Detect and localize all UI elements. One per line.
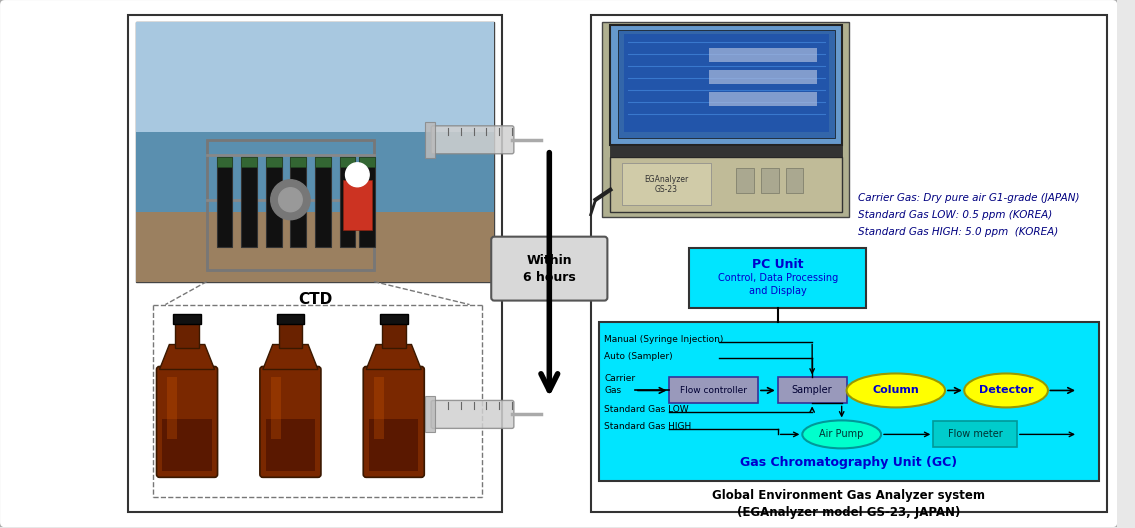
FancyBboxPatch shape: [174, 314, 201, 324]
FancyBboxPatch shape: [689, 248, 866, 308]
FancyBboxPatch shape: [360, 157, 375, 247]
FancyBboxPatch shape: [369, 419, 419, 472]
FancyBboxPatch shape: [162, 419, 211, 472]
FancyBboxPatch shape: [590, 15, 1108, 512]
FancyBboxPatch shape: [603, 22, 849, 216]
FancyBboxPatch shape: [619, 30, 835, 138]
FancyBboxPatch shape: [266, 419, 316, 472]
Polygon shape: [263, 344, 318, 370]
FancyBboxPatch shape: [291, 157, 306, 247]
FancyBboxPatch shape: [431, 126, 514, 154]
Text: EGAnalyzer
GS-23: EGAnalyzer GS-23: [645, 175, 689, 194]
FancyBboxPatch shape: [316, 157, 330, 167]
FancyBboxPatch shape: [611, 157, 842, 212]
Text: Manual (Syringe Injection): Manual (Syringe Injection): [605, 335, 724, 344]
Text: Within
6 hours: Within 6 hours: [523, 253, 575, 284]
FancyBboxPatch shape: [157, 366, 218, 477]
Polygon shape: [167, 378, 177, 439]
Polygon shape: [367, 344, 421, 370]
Text: Air Pump: Air Pump: [819, 429, 864, 439]
Text: Auto (Sampler): Auto (Sampler): [605, 352, 673, 361]
Text: Carrier
Gas: Carrier Gas: [605, 374, 636, 394]
FancyBboxPatch shape: [622, 163, 711, 205]
Circle shape: [278, 188, 302, 212]
Polygon shape: [160, 344, 215, 370]
FancyBboxPatch shape: [491, 237, 607, 300]
FancyBboxPatch shape: [737, 168, 754, 193]
Text: Global Environment Gas Analyzer system
(EGAnalyzer model GS-23, JAPAN): Global Environment Gas Analyzer system (…: [712, 489, 985, 520]
FancyBboxPatch shape: [380, 314, 407, 324]
FancyBboxPatch shape: [217, 157, 233, 167]
FancyBboxPatch shape: [760, 168, 779, 193]
Text: Column: Column: [873, 385, 919, 395]
FancyBboxPatch shape: [611, 25, 842, 145]
FancyBboxPatch shape: [785, 168, 804, 193]
FancyBboxPatch shape: [128, 15, 502, 512]
FancyBboxPatch shape: [670, 378, 758, 403]
FancyBboxPatch shape: [136, 22, 494, 281]
FancyBboxPatch shape: [933, 421, 1017, 447]
FancyBboxPatch shape: [382, 319, 405, 347]
FancyBboxPatch shape: [260, 366, 321, 477]
FancyBboxPatch shape: [241, 157, 257, 167]
FancyBboxPatch shape: [316, 157, 330, 247]
FancyBboxPatch shape: [777, 378, 847, 403]
Text: Standard Gas LOW: 0.5 ppm (KOREA): Standard Gas LOW: 0.5 ppm (KOREA): [858, 210, 1052, 220]
FancyBboxPatch shape: [339, 157, 355, 247]
FancyBboxPatch shape: [360, 157, 375, 167]
FancyBboxPatch shape: [426, 397, 435, 432]
Text: Standard Gas HIGH: 5.0 ppm  (KOREA): Standard Gas HIGH: 5.0 ppm (KOREA): [858, 227, 1059, 237]
Text: Standard Gas HIGH: Standard Gas HIGH: [605, 422, 691, 431]
FancyBboxPatch shape: [339, 157, 355, 167]
FancyBboxPatch shape: [217, 157, 233, 247]
Text: Sampler: Sampler: [792, 385, 832, 395]
FancyBboxPatch shape: [136, 212, 494, 281]
Text: Standard Gas LOW: Standard Gas LOW: [605, 406, 689, 414]
FancyBboxPatch shape: [175, 319, 199, 347]
FancyBboxPatch shape: [277, 314, 304, 324]
Text: PC Unit: PC Unit: [753, 258, 804, 271]
FancyBboxPatch shape: [343, 180, 372, 230]
Circle shape: [345, 163, 369, 187]
Text: Carrier Gas: Dry pure air G1-grade (JAPAN): Carrier Gas: Dry pure air G1-grade (JAPA…: [858, 193, 1079, 203]
Ellipse shape: [965, 373, 1048, 408]
Text: Gas Chromatography Unit (GC): Gas Chromatography Unit (GC): [740, 456, 957, 469]
FancyBboxPatch shape: [708, 48, 817, 62]
Text: Control, Data Processing
and Display: Control, Data Processing and Display: [717, 272, 838, 296]
FancyBboxPatch shape: [266, 157, 281, 167]
FancyBboxPatch shape: [708, 92, 817, 106]
FancyBboxPatch shape: [611, 145, 842, 157]
FancyBboxPatch shape: [136, 132, 494, 212]
Circle shape: [271, 180, 310, 220]
FancyBboxPatch shape: [708, 70, 817, 84]
Text: Flow meter: Flow meter: [948, 429, 1002, 439]
FancyBboxPatch shape: [426, 122, 435, 158]
Text: Detector: Detector: [978, 385, 1033, 395]
Polygon shape: [271, 378, 280, 439]
FancyBboxPatch shape: [136, 22, 494, 132]
FancyBboxPatch shape: [241, 157, 257, 247]
Text: CTD: CTD: [297, 291, 333, 307]
FancyBboxPatch shape: [266, 157, 281, 247]
FancyBboxPatch shape: [598, 322, 1099, 482]
FancyBboxPatch shape: [363, 366, 424, 477]
Ellipse shape: [802, 420, 881, 448]
FancyBboxPatch shape: [431, 400, 514, 428]
Polygon shape: [375, 378, 384, 439]
Text: Flow controller: Flow controller: [680, 386, 747, 395]
FancyBboxPatch shape: [291, 157, 306, 167]
FancyBboxPatch shape: [624, 34, 829, 132]
Ellipse shape: [847, 373, 945, 408]
FancyBboxPatch shape: [278, 319, 302, 347]
